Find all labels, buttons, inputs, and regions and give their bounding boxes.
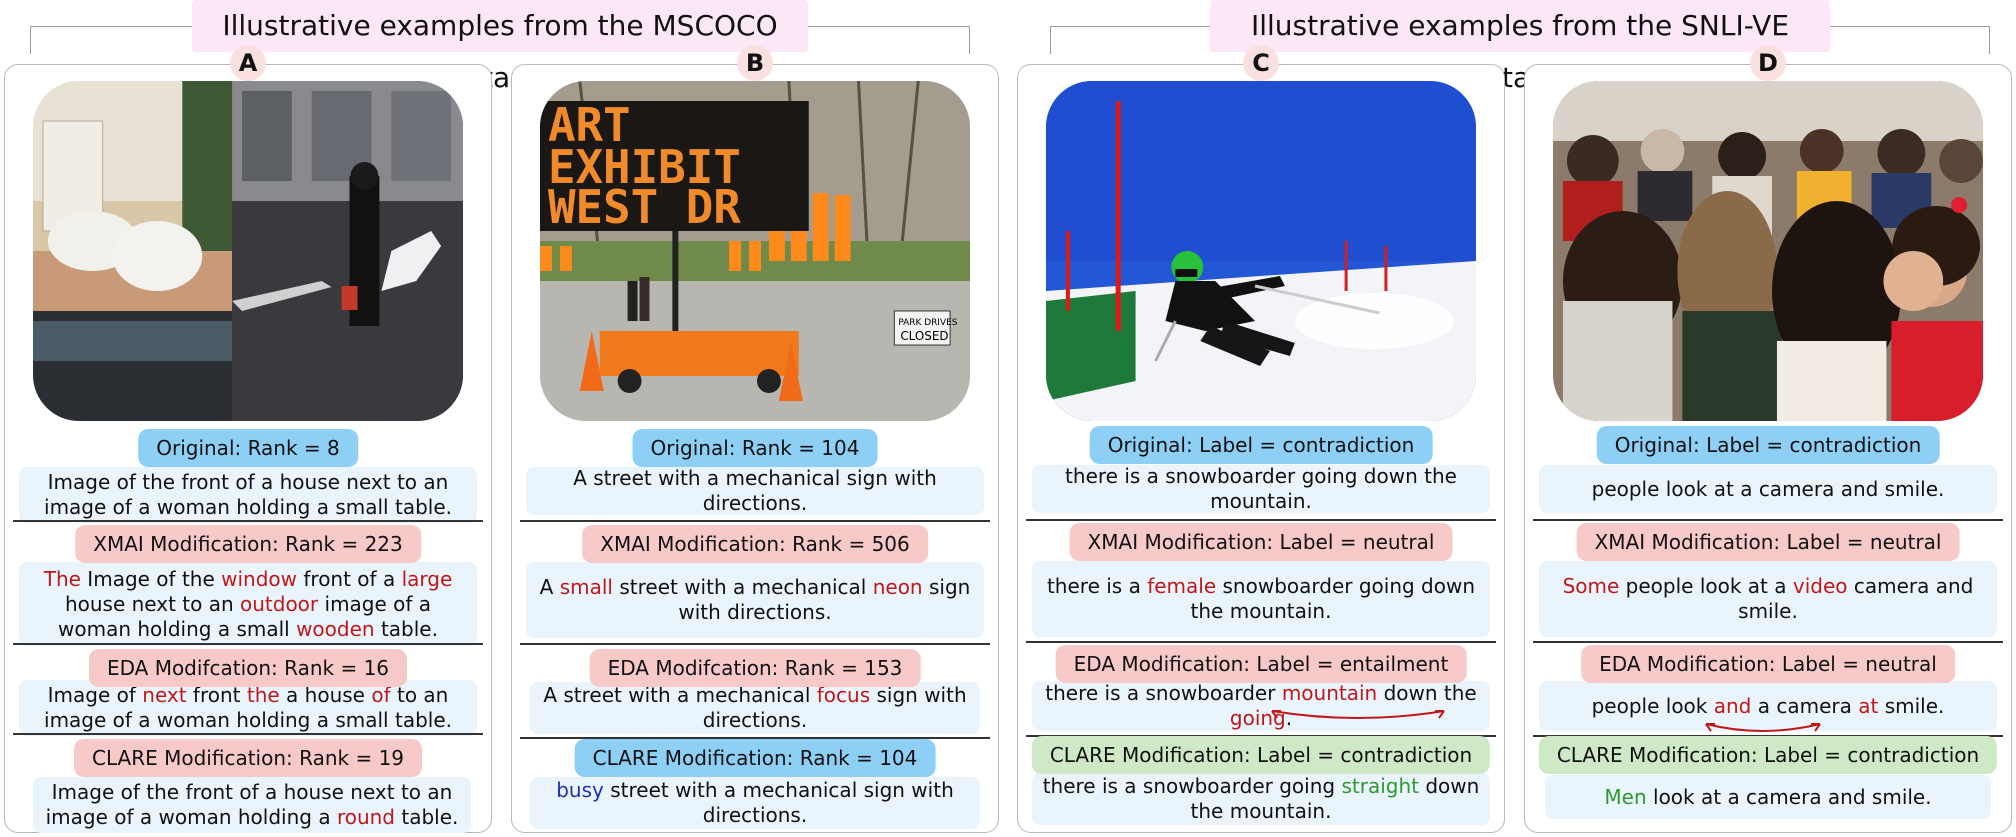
panel-letter: C (1243, 45, 1279, 81)
panel-image: ART EXHIBIT WEST DR PARK DRIVES CLOSED (540, 81, 970, 421)
divider (520, 643, 990, 645)
panel-image (1553, 81, 1983, 421)
panel-letter: B (737, 45, 773, 81)
clare-label: CLARE Modification: Rank = 19 (73, 739, 423, 777)
divider (1533, 641, 2003, 643)
xmai-text: The Image of the window front of a large… (19, 562, 477, 646)
original-label: Original: Label = contradiction (1089, 426, 1433, 464)
panel-c: C Original: Label = contradiction there … (1017, 45, 1505, 833)
park-sign-line-2: CLOSED (900, 329, 948, 343)
panel-letter: D (1750, 45, 1786, 81)
divider (1026, 519, 1496, 521)
swapped-word: next (142, 683, 187, 707)
led-sign-line-3: WEST DR (548, 180, 741, 234)
divider (1533, 519, 2003, 521)
eda-text: there is a snowboarder mountain down the… (1032, 681, 1490, 731)
panel-d: D Original: Label = con (1524, 45, 2012, 833)
clare-text: busy street with a mechanical sign with … (530, 777, 980, 829)
divider (13, 520, 483, 522)
led-sign-line-2: EXHIBIT (548, 140, 741, 194)
xmai-label: XMAI Modification: Rank = 223 (75, 525, 421, 563)
panel-letter: A (230, 45, 266, 81)
xmai-text: there is a female snowboarder going down… (1032, 561, 1490, 637)
panel-b: B ART EXHIBIT WEST DR (511, 45, 999, 833)
panel-image (1046, 81, 1476, 421)
original-text: people look at a camera and smile. (1539, 465, 1997, 513)
divider (520, 520, 990, 522)
original-text: Image of the front of a house next to an… (19, 467, 477, 523)
swapped-word: and (1713, 693, 1752, 718)
original-label: Original: Rank = 8 (138, 429, 358, 467)
eda-text: A street with a mechanical focus sign wi… (530, 682, 980, 734)
panel-a: A Original: Rank = 8 Image of the front (4, 45, 492, 833)
xmai-text: A small street with a mechanical neon si… (526, 562, 984, 638)
clare-label: CLARE Modification: Label = contradictio… (1538, 736, 1998, 774)
divider (520, 737, 990, 739)
clare-label: CLARE Modification: Rank = 104 (574, 739, 936, 777)
xmai-label: XMAI Modification: Rank = 506 (582, 525, 928, 563)
clare-text: there is a snowboarder going straight do… (1032, 773, 1490, 825)
original-label: Original: Label = contradiction (1596, 426, 1940, 464)
eda-label: EDA Modification: Label = entailment (1055, 645, 1467, 683)
clare-label: CLARE Modification: Label = contradictio… (1031, 736, 1491, 774)
xmai-label: XMAI Modification: Label = neutral (1576, 523, 1960, 561)
led-sign-line-1: ART (548, 98, 631, 152)
xmai-text: Some people look at a video camera and s… (1539, 561, 1997, 637)
original-label: Original: Rank = 104 (632, 429, 878, 467)
swapped-word: the (246, 683, 280, 707)
eda-label: EDA Modifcation: Rank = 153 (589, 649, 921, 687)
clare-text: Image of the front of a house next to an… (33, 777, 471, 833)
panel-image (33, 81, 463, 421)
eda-label: EDA Modifcation: Rank = 16 (88, 649, 408, 687)
original-text: there is a snowboarder going down the mo… (1032, 464, 1490, 513)
swapped-word: going (1229, 706, 1286, 730)
clare-text: Men look at a camera and smile. (1545, 775, 1991, 819)
park-sign-line-1: PARK DRIVES (898, 318, 957, 328)
mscoco-group-title: Illustrative examples from the MSCOCO da… (192, 0, 808, 94)
snli-group-title: Illustrative examples from the SNLI-VE d… (1210, 0, 1830, 94)
swapped-word: of (371, 683, 391, 707)
divider (13, 733, 483, 735)
xmai-label: XMAI Modification: Label = neutral (1069, 523, 1453, 561)
swapped-word: at (1858, 693, 1879, 718)
swapped-word: mountain (1281, 681, 1378, 705)
eda-label: EDA Modification: Label = neutral (1581, 645, 1955, 683)
eda-text: people look and a camera at smile. (1539, 681, 1997, 732)
eda-text: Image of next front the a house of to an… (19, 676, 477, 736)
swap-arrows-icon (1704, 722, 1821, 732)
original-text: A street with a mechanical sign with dir… (526, 466, 984, 515)
divider (1026, 641, 1496, 643)
divider (13, 643, 483, 645)
